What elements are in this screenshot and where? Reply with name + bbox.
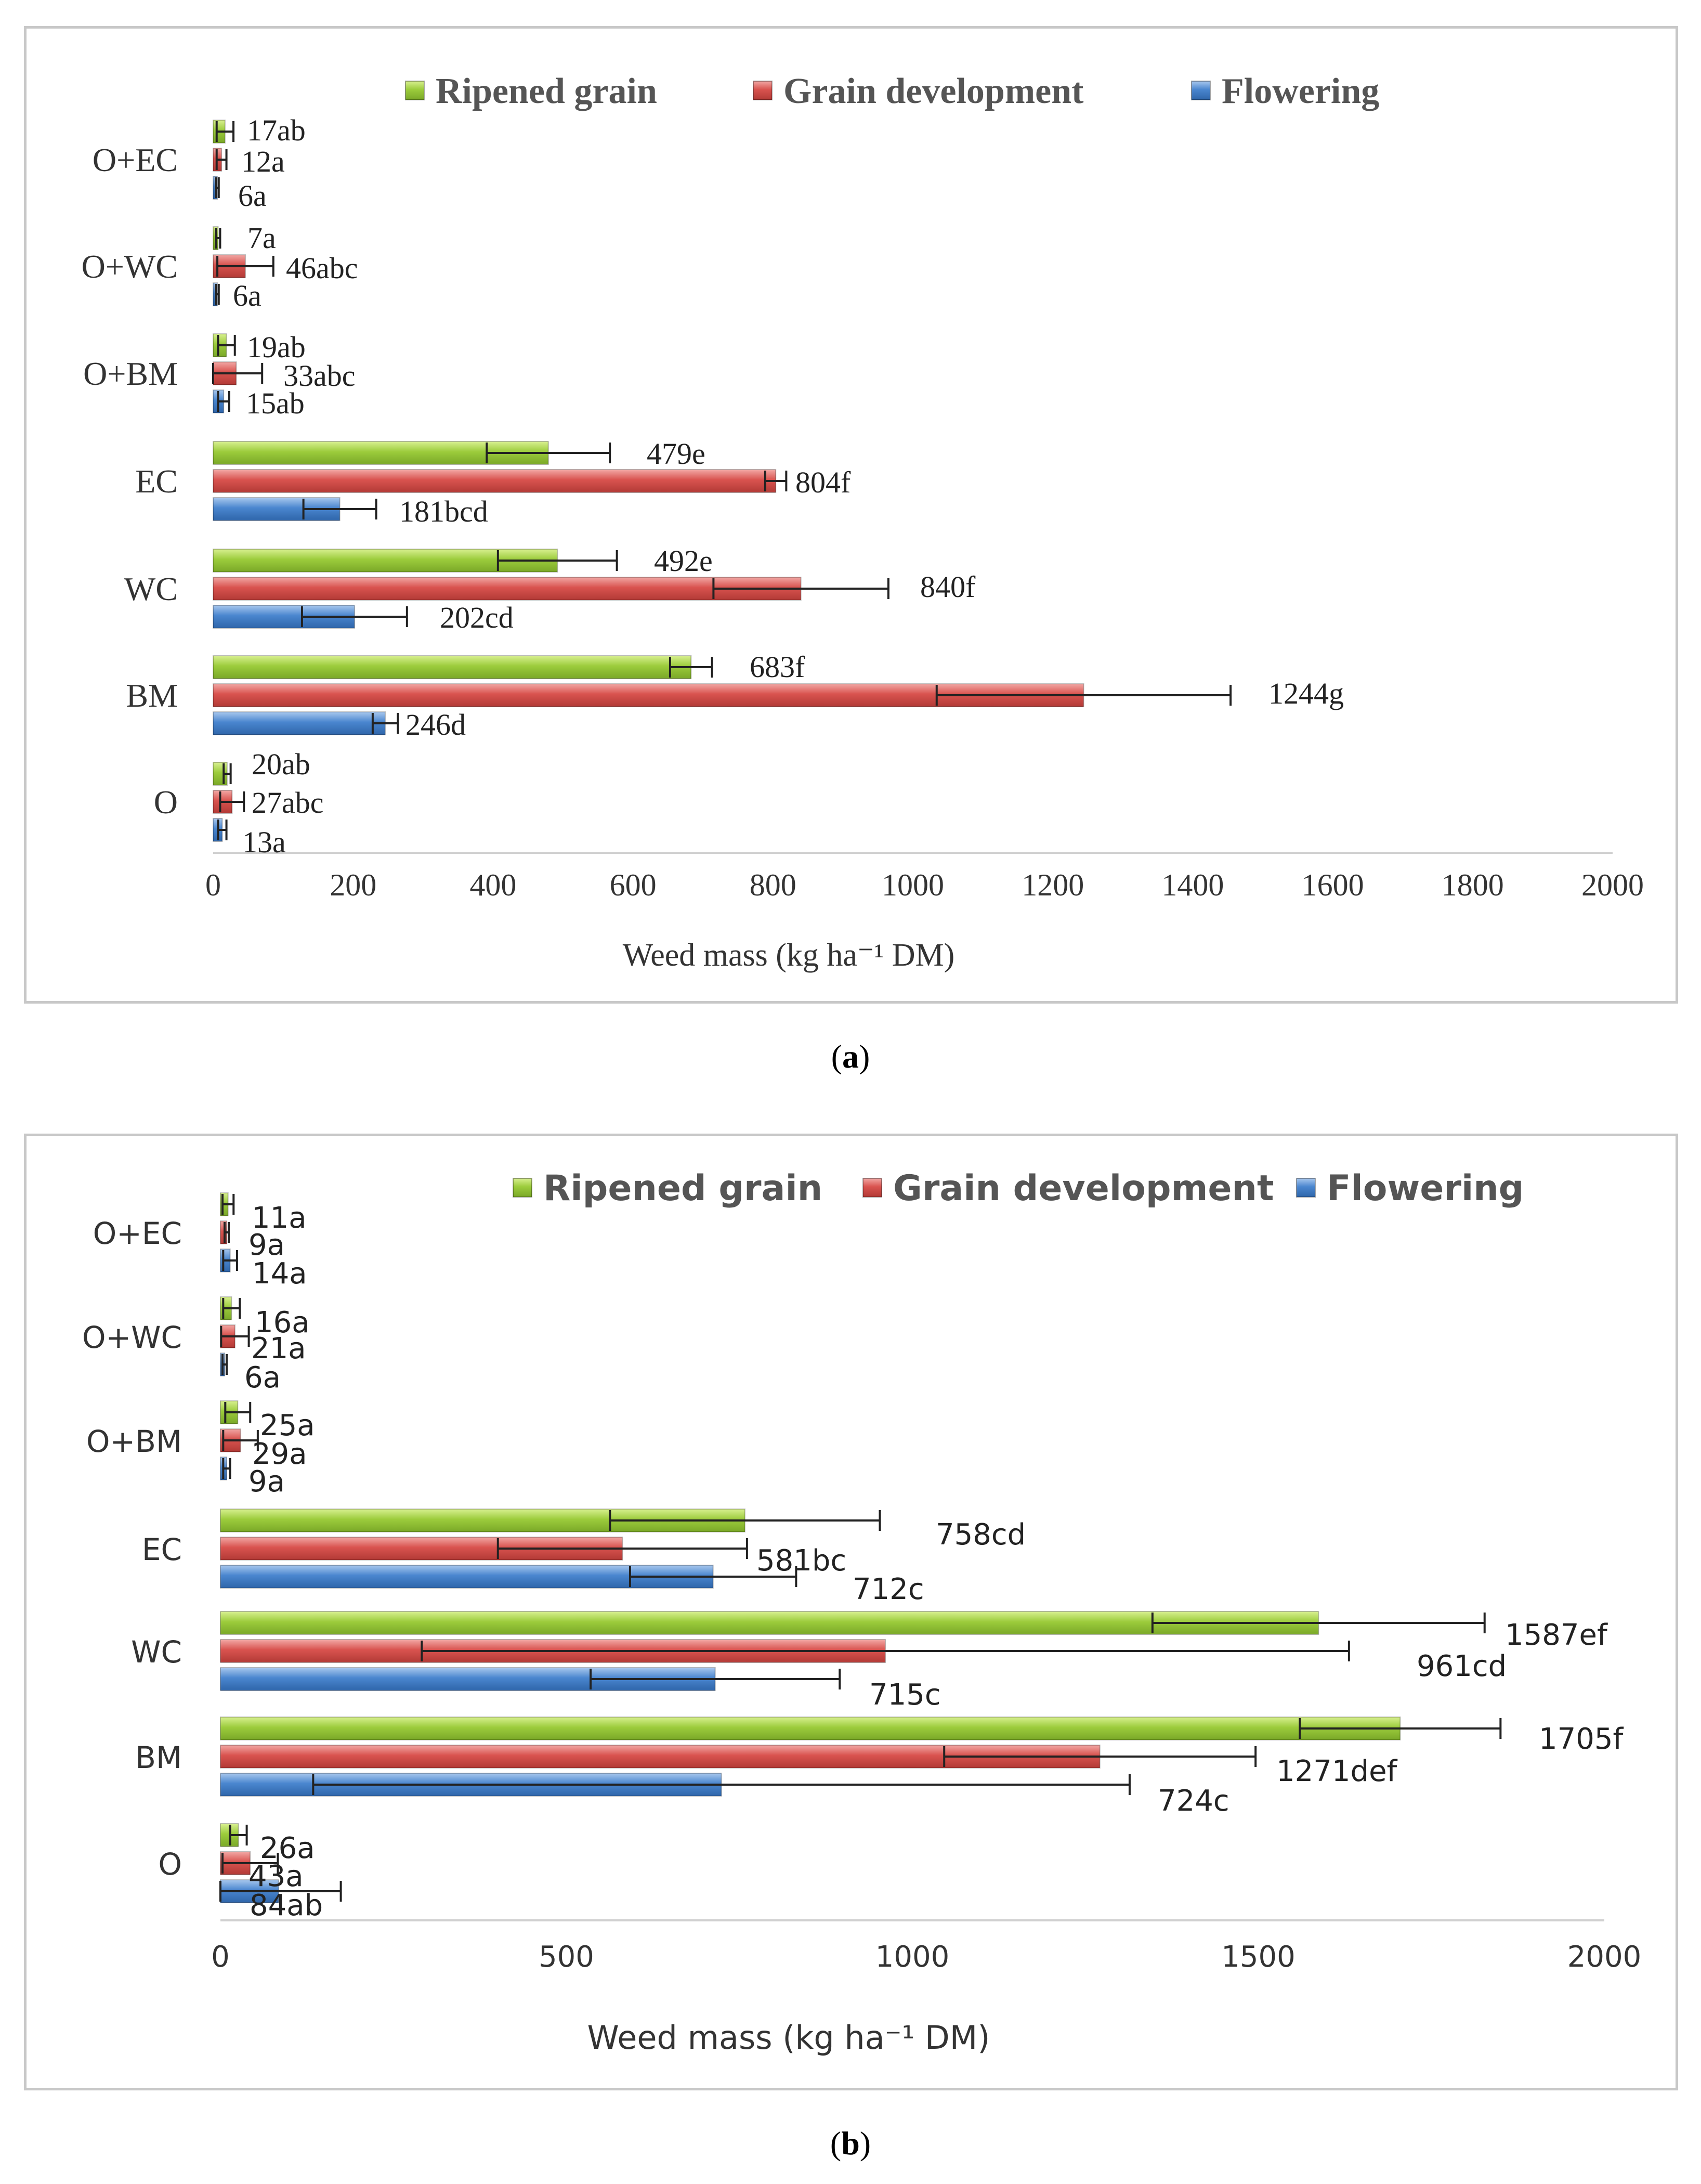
category-label-o-ec: O+EC (93, 141, 178, 178)
data-label-grain-development-ec: 804f (795, 465, 851, 499)
data-label-ripened-grain-ec: 479e (647, 437, 705, 471)
x-tick-label: 2000 (1581, 868, 1644, 902)
category-label-o-bm: O+BM (83, 355, 178, 392)
data-label-ripened-grain-ec: 758cd (936, 1518, 1026, 1552)
data-label-grain-development-ec: 581bc (756, 1544, 846, 1578)
data-label-ripened-grain-wc: 1587ef (1505, 1618, 1608, 1652)
category-label-wc: WC (124, 570, 178, 607)
category-label-wc: WC (131, 1634, 182, 1670)
legend-swatch-ripened-grain (405, 81, 425, 100)
bar-grain-development-ec (213, 469, 777, 493)
x-tick-label: 0 (205, 868, 221, 902)
x-axis-label: Weed mass (kg ha⁻¹ DM) (623, 938, 955, 973)
data-label-grain-development-bm: 1244g (1268, 677, 1344, 710)
legend-swatch-grain-development (862, 1178, 882, 1198)
data-label-flowering-o-bm: 9a (248, 1465, 285, 1499)
data-label-flowering-bm: 724c (1158, 1784, 1229, 1818)
x-tick-label: 1200 (1022, 868, 1084, 902)
legend-swatch-grain-development (753, 81, 773, 100)
x-tick-label: 1500 (1221, 1940, 1296, 1974)
data-label-grain-development-o-wc: 21a (251, 1332, 306, 1366)
data-label-ripened-grain-o: 20ab (252, 747, 310, 781)
data-label-grain-development-o-ec: 9a (248, 1228, 285, 1262)
data-label-ripened-grain-bm: 683f (750, 650, 805, 684)
x-tick-label: 1800 (1442, 868, 1504, 902)
data-label-flowering-o-bm: 15ab (246, 386, 305, 420)
data-label-ripened-grain-bm: 1705f (1539, 1722, 1624, 1756)
data-label-ripened-grain-o: 26a (260, 1831, 315, 1865)
data-label-grain-development-o-bm: 33abc (283, 359, 356, 393)
category-label-o: O (154, 784, 178, 821)
x-tick-label: 1000 (882, 868, 944, 902)
bar-flowering-bm (213, 711, 386, 735)
data-label-ripened-grain-o-ec: 11a (252, 1201, 307, 1235)
legend-label-flowering: Flowering (1222, 71, 1379, 111)
data-label-flowering-o-ec: 14a (252, 1257, 307, 1291)
data-label-ripened-grain-o-bm: 25a (260, 1409, 315, 1442)
x-tick-label: 1000 (875, 1940, 950, 1974)
data-label-grain-development-wc: 840f (920, 570, 976, 604)
x-axis-label: Weed mass (kg ha⁻¹ DM) (587, 2019, 990, 2057)
data-label-ripened-grain-o-wc: 16a (255, 1306, 310, 1340)
data-label-flowering-wc: 202cd (440, 601, 514, 634)
legend-label-grain-development: Grain development (893, 1168, 1274, 1209)
chart-a: 0 200 400 600 800 1000 1200 1400 1600 1800 2000 Wee… (82, 71, 1644, 973)
category-label-ec: EC (142, 1532, 182, 1567)
legend-swatch-flowering (1191, 81, 1211, 100)
data-label-grain-development-wc: 961cd (1417, 1649, 1507, 1683)
data-label-ripened-grain-o-bm: 19ab (247, 330, 306, 364)
data-label-flowering-ec: 181bcd (399, 495, 488, 528)
x-tick-label: 500 (539, 1940, 594, 1974)
x-tick-label: 0 (211, 1940, 230, 1974)
x-tick-label: 1600 (1302, 868, 1364, 902)
caption-b: (b) (830, 2125, 871, 2162)
bar-ripened-grain-bm (220, 1717, 1401, 1740)
legend-swatch-ripened-grain (513, 1178, 532, 1198)
caption-a: (a) (831, 1038, 870, 1075)
data-label-flowering-o: 84ab (250, 1889, 323, 1922)
x-tick-label: 800 (750, 868, 796, 902)
legend-label-ripened-grain: Ripened grain (543, 1168, 822, 1209)
legend-label-grain-development: Grain development (783, 71, 1083, 111)
data-label-grain-development-o: 27abc (252, 786, 324, 820)
x-tick-label: 600 (610, 868, 657, 902)
x-tick-label: 2000 (1567, 1940, 1642, 1974)
bar-ripened-grain-wc (220, 1611, 1319, 1635)
data-label-ripened-grain-o-ec: 17ab (247, 113, 306, 147)
category-label-o-wc: O+WC (82, 248, 178, 285)
data-label-flowering-o-wc: 6a (233, 279, 261, 313)
data-label-flowering-o: 13a (242, 825, 286, 859)
legend-label-flowering: Flowering (1327, 1168, 1524, 1209)
category-label-o-ec: O+EC (93, 1216, 182, 1251)
bar-ripened-grain-bm (213, 655, 692, 679)
data-label-grain-development-o-bm: 29a (252, 1437, 307, 1471)
data-label-ripened-grain-wc: 492e (654, 544, 713, 578)
legend-label-ripened-grain: Ripened grain (436, 71, 657, 111)
bar-grain-development-wc (213, 577, 802, 601)
data-label-ripened-grain-o-wc: 7a (247, 221, 276, 255)
data-label-flowering-o-wc: 6a (244, 1361, 281, 1395)
data-label-flowering-ec: 712c (853, 1572, 924, 1606)
data-label-grain-development-bm: 1271def (1276, 1754, 1398, 1788)
data-label-grain-development-o-ec: 12a (241, 145, 285, 178)
category-label-bm: BM (135, 1740, 182, 1775)
category-label-bm: BM (126, 677, 178, 714)
category-label-ec: EC (135, 463, 178, 500)
x-tick-label: 400 (469, 868, 516, 902)
category-label-o-wc: O+WC (82, 1320, 182, 1355)
legend-swatch-flowering (1296, 1178, 1316, 1198)
category-label-o-bm: O+BM (86, 1424, 182, 1459)
x-tick-label: 1400 (1161, 868, 1224, 902)
data-label-flowering-wc: 715c (869, 1678, 941, 1712)
data-label-flowering-bm: 246d (405, 708, 466, 742)
x-tick-label: 200 (330, 868, 376, 902)
category-label-o: O (158, 1847, 182, 1882)
data-label-flowering-o-ec: 6a (238, 179, 267, 213)
chart-b: 0 500 1000 1500 2000 Weed mass (kg ha⁻¹ DM) O B… (82, 1168, 1641, 2057)
data-label-grain-development-o-wc: 46abc (286, 251, 358, 285)
data-label-grain-development-o: 43a (248, 1860, 304, 1893)
